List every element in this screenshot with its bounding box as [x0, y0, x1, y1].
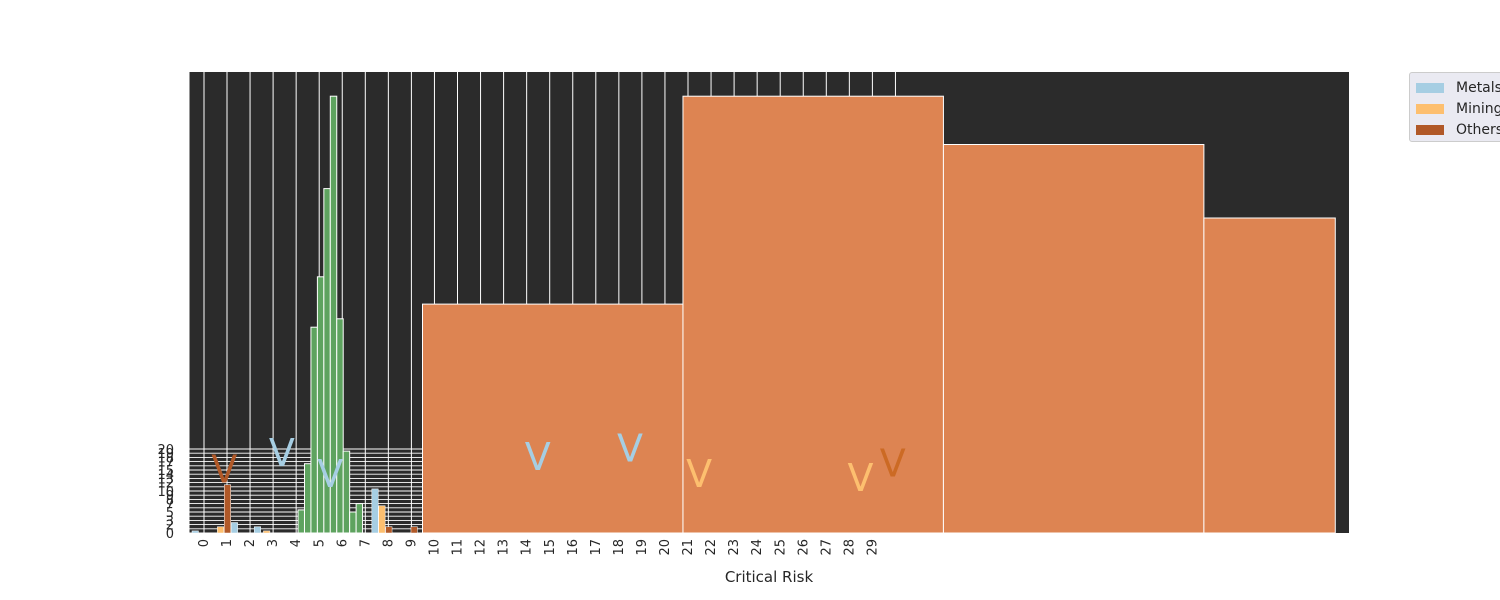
large-bar	[942, 144, 1205, 534]
x-tick-label: 27	[819, 539, 834, 556]
legend-swatch	[1416, 124, 1444, 135]
x-tick-label: 19	[635, 539, 650, 556]
legend-item-mining: Mining	[1416, 98, 1500, 119]
legend: Metals Mining Others	[1409, 72, 1500, 142]
bar-mining	[263, 530, 271, 534]
y-tick-label: 13	[157, 472, 174, 487]
x-tick-label: 9	[404, 539, 419, 547]
histogram-bar	[349, 511, 357, 534]
y-tick-label: 8	[166, 493, 174, 508]
bar-metals	[371, 488, 379, 534]
y-tick-label: 3	[166, 514, 174, 529]
histogram-bar	[310, 326, 318, 534]
histogram-bars	[297, 95, 364, 534]
y-tick-label: 14	[157, 468, 174, 483]
x-tick-label: 16	[566, 539, 581, 556]
bar-others	[385, 526, 393, 534]
y-tick-label: 5	[166, 506, 174, 521]
x-tick-label: 29	[865, 539, 880, 556]
bar-others	[224, 484, 231, 534]
x-tick-label: 6	[335, 539, 350, 547]
x-tick-label: 17	[589, 539, 604, 556]
bar-mining	[217, 526, 225, 534]
bar-metals	[230, 522, 238, 534]
x-tick-label: 24	[750, 539, 765, 556]
x-tick-label: 4	[289, 539, 304, 547]
x-tick-label: 2	[243, 539, 258, 547]
x-tick-label: 12	[474, 539, 489, 556]
x-axis-label: Critical Risk	[725, 568, 814, 586]
x-tick-label: 14	[520, 539, 535, 556]
x-tick-label: 0	[197, 539, 212, 547]
histogram-bar	[329, 95, 338, 534]
x-tick-label: 25	[773, 539, 788, 556]
x-tick-label: 18	[612, 539, 627, 556]
legend-item-others: Others	[1416, 119, 1500, 140]
legend-swatch	[1416, 103, 1444, 114]
v-marker: V	[525, 435, 551, 479]
x-tick-label: 13	[497, 539, 512, 556]
y-tick-label: 15	[157, 464, 174, 479]
large-bar	[682, 95, 944, 534]
y-tick-label: 2	[166, 519, 174, 534]
v-marker: V	[686, 452, 712, 496]
legend-label: Others	[1456, 121, 1500, 138]
y-tick-label: 10	[157, 485, 174, 500]
legend-item-metals: Metals	[1416, 77, 1500, 98]
histogram-bar	[297, 509, 305, 534]
x-tick-label: 20	[658, 539, 673, 556]
x-tick-label: 22	[704, 539, 719, 556]
y-tick-label: 9	[166, 489, 174, 504]
y-tick-label: 17	[157, 456, 174, 471]
bar-mining	[378, 505, 386, 534]
large-bar	[1203, 217, 1336, 534]
x-tick-label: 11	[451, 539, 466, 556]
x-tick-label: 5	[312, 539, 327, 547]
v-marker: V	[880, 441, 906, 485]
bar-metals	[253, 526, 261, 534]
histogram-bar	[342, 450, 351, 534]
histogram-bar	[336, 318, 344, 534]
v-marker: V	[317, 452, 343, 496]
y-tick-label: 20	[157, 443, 174, 458]
x-tick-label: 28	[842, 539, 857, 556]
x-tick-label: 23	[727, 539, 742, 556]
x-tick-label: 26	[796, 539, 811, 556]
v-markers: V V V V VV V V	[211, 427, 905, 500]
v-marker: V	[847, 456, 873, 500]
x-tick-label: 15	[543, 539, 558, 556]
x-tick-label: 7	[358, 539, 373, 547]
legend-swatch	[1416, 82, 1444, 93]
x-tick-label: 3	[266, 539, 281, 547]
bar-metals	[191, 530, 199, 534]
histogram-bar	[355, 503, 364, 534]
legend-label: Metals	[1456, 79, 1500, 96]
large-bars	[422, 95, 1336, 534]
large-bar	[422, 303, 684, 534]
y-tick-label: 18	[157, 451, 174, 466]
x-tick-label: 1	[220, 539, 235, 547]
x-axis-ticks: 0 1 2 3 4 5 6 7 8 9 10 11 12 13 14 15 16 17 18 19 20 21 22 23 24…	[197, 539, 880, 556]
y-tick-label: 0	[166, 527, 174, 542]
v-marker: V	[269, 431, 295, 475]
v-marker: V	[617, 427, 643, 471]
legend-label: Mining	[1456, 100, 1500, 117]
series-bars	[191, 484, 418, 534]
y-tick-label: 12	[157, 477, 174, 492]
bar-others	[410, 526, 418, 534]
x-tick-label: 8	[381, 539, 396, 547]
v-marker: V	[211, 448, 237, 492]
histogram-bar	[303, 463, 312, 534]
x-tick-label: 10	[428, 539, 443, 556]
x-tick-label: 21	[681, 539, 696, 556]
y-tick-label: 19	[157, 447, 174, 462]
y-tick-label: 7	[166, 498, 174, 513]
